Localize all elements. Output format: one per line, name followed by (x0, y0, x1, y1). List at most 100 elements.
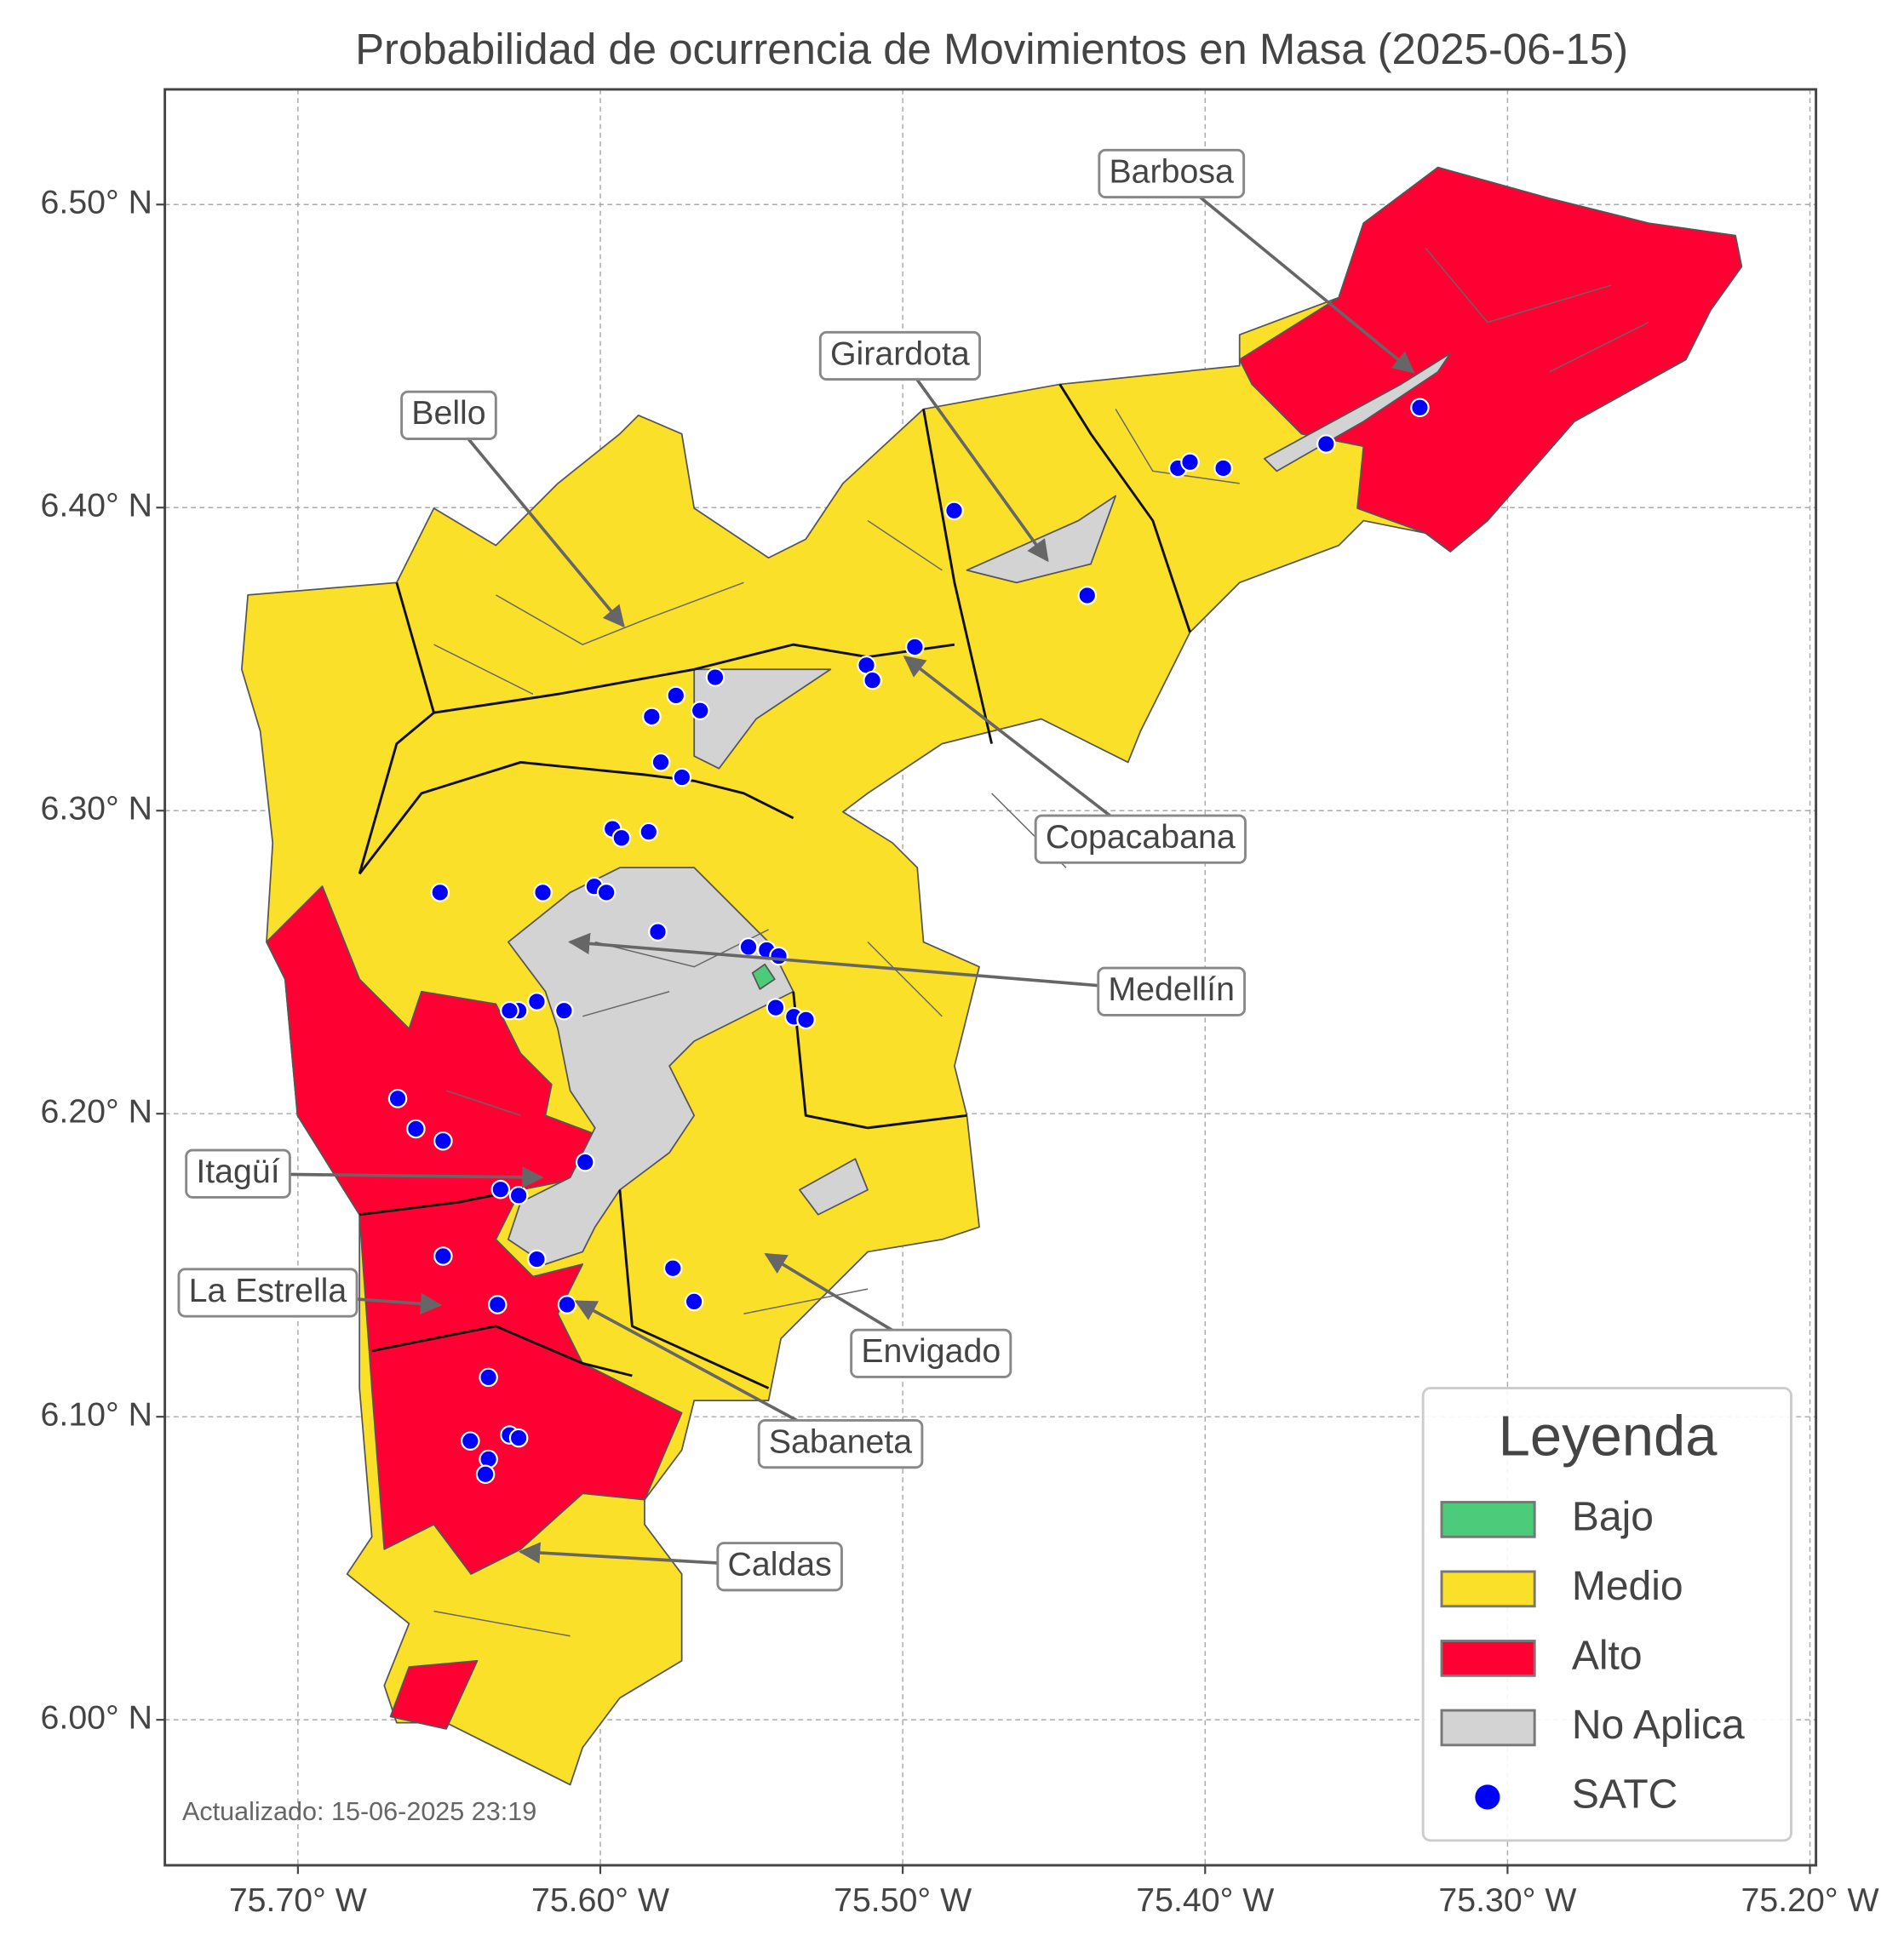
satc-station (575, 1152, 595, 1172)
annotation-box (757, 1418, 924, 1469)
legend-label: Alto (1572, 1634, 1643, 1679)
annotation-label: Sabaneta (769, 1423, 912, 1460)
internal-boundary (433, 247, 1649, 1637)
annotations: Barbosa Girardota Bello Copacabana Medellín I… (177, 148, 1415, 1592)
zone-alto (389, 1659, 479, 1730)
satc-station (690, 701, 710, 721)
satc-station (527, 1249, 547, 1269)
zone-no-aplica (1263, 352, 1452, 472)
satc-station (596, 883, 617, 902)
annotation-label: Envigado (861, 1332, 1001, 1370)
zone-no-aplica (799, 1158, 869, 1216)
legend-title: Leyenda (1499, 1404, 1718, 1468)
zone-bajo (751, 963, 776, 990)
satc-station (648, 922, 668, 942)
map-title: Probabilidad de ocurrencia de Movimiento… (355, 25, 1628, 73)
satc-station (705, 667, 725, 687)
satc-station (944, 501, 964, 521)
satc-station (1077, 586, 1098, 605)
satc-station (406, 1119, 426, 1139)
satc-station (1316, 434, 1336, 454)
x-tick-label: 75.40° W (1136, 1881, 1274, 1919)
satc-station (905, 637, 925, 657)
satc-station (554, 1000, 574, 1021)
annotation-box (1097, 966, 1247, 1016)
annotation-label: Barbosa (1109, 152, 1234, 190)
satc-station (387, 1089, 408, 1108)
legend-label: SATC (1572, 1772, 1678, 1818)
satc-station (738, 937, 759, 957)
annotation-box (716, 1542, 843, 1592)
satc-station (490, 1179, 511, 1200)
satc-station (611, 827, 632, 848)
satc-station (508, 1186, 529, 1205)
satc-station (863, 670, 882, 690)
legend-patch (1440, 1570, 1536, 1608)
legend-label: Medio (1572, 1564, 1683, 1609)
satc-station (796, 1010, 816, 1030)
legend-patch (1440, 1640, 1536, 1677)
ticks: 75.70° W 75.60° W 75.50° W 75.40° W 75.30° W… (41, 184, 1879, 1919)
x-tick-label: 75.70° W (229, 1881, 367, 1919)
annotation-label: Caldas (727, 1546, 831, 1583)
x-tick-label: 75.30° W (1438, 1881, 1576, 1919)
annotation-label: Bello (411, 394, 485, 432)
annotation-arrow (1170, 172, 1415, 374)
x-tick-label: 75.50° W (834, 1881, 972, 1919)
satc-station (475, 1464, 496, 1485)
y-tick-label: 6.20° N (41, 1093, 153, 1131)
y-tick-label: 6.10° N (41, 1396, 153, 1434)
annotation-label: La Estrella (189, 1272, 347, 1309)
satc-station (769, 946, 789, 966)
annotation-label: Medellín (1108, 970, 1235, 1008)
satc-station (1410, 398, 1430, 418)
annotation-arrow (898, 354, 1049, 563)
annotation-label: Girardota (830, 335, 970, 372)
satc-station (684, 1291, 704, 1312)
satc-station (662, 1258, 683, 1279)
legend: Leyenda Bajo Medio Alto No Aplica SATC (1421, 1387, 1792, 1842)
annotation-box (185, 1148, 291, 1199)
satc-station (461, 1431, 480, 1451)
satc-station (1180, 452, 1200, 472)
satc-station (479, 1367, 498, 1388)
annotation-box (400, 390, 497, 440)
municipal-border (358, 383, 1191, 1389)
y-tick-label: 6.40° N (41, 487, 153, 524)
satc-station (527, 992, 547, 1011)
zone-no-aplica (693, 668, 832, 770)
updated-note: Actualizado: 15-06-2025 23:19 (182, 1797, 536, 1826)
y-tick-label: 6.50° N (41, 184, 153, 221)
satc-station (651, 752, 671, 772)
zone-alto (266, 885, 683, 1575)
satc-station (508, 1428, 529, 1448)
satc-station (430, 883, 450, 902)
satc-station (433, 1131, 453, 1151)
annotation-arrow (568, 932, 1172, 993)
satc-station (1213, 458, 1233, 478)
annotation-box (1034, 814, 1247, 864)
annotation-box (177, 1268, 358, 1318)
annotation-box (850, 1328, 1012, 1378)
satc-station (433, 1246, 453, 1266)
annotation-arrow (903, 656, 1142, 841)
satc-station (533, 883, 553, 902)
satc-station (672, 767, 692, 787)
legend-label: Bajo (1572, 1495, 1654, 1540)
satc-station (766, 998, 786, 1017)
plot-frame (163, 88, 1818, 1867)
satc-station (639, 822, 659, 842)
y-tick-label: 6.30° N (41, 790, 153, 827)
annotation-label: Copacabana (1046, 818, 1236, 856)
stations (387, 398, 1430, 1485)
x-tick-label: 75.60° W (531, 1881, 669, 1919)
satc-station (500, 1000, 519, 1021)
satc-station (642, 707, 662, 727)
zone-alto (1238, 166, 1743, 553)
annotation-label: Itagüí (196, 1153, 279, 1190)
y-tick-label: 6.00° N (41, 1699, 153, 1737)
satc-station (666, 685, 686, 706)
legend-patch (1440, 1709, 1536, 1747)
